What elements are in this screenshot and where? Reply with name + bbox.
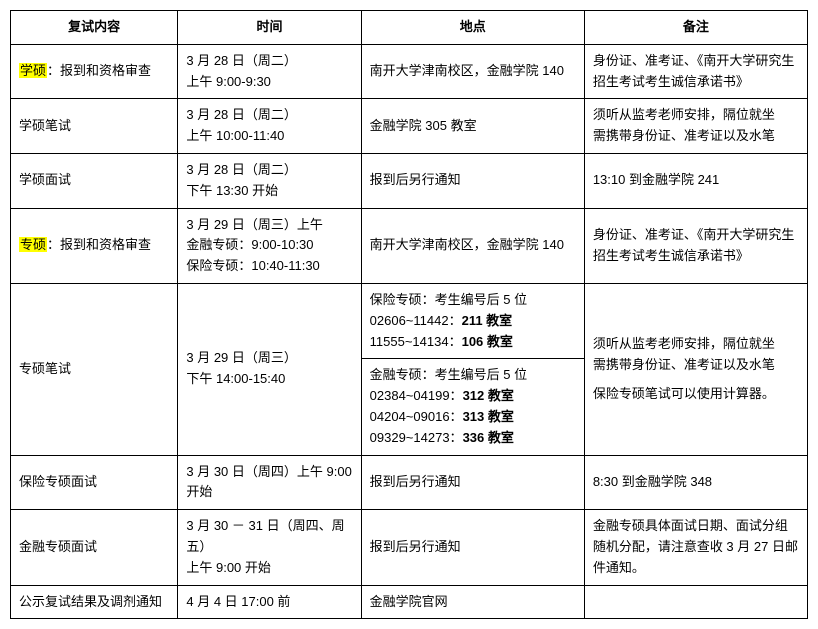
cell-note: 身份证、准考证、《南开大学研究生招生考试考生诚信承诺书》 <box>584 44 807 99</box>
table-row: 保险专硕面试 3 月 30 日（周四）上午 9:00 开始 报到后另行通知 8:… <box>11 455 808 510</box>
table-row: 公示复试结果及调剂通知 4 月 4 日 17:00 前 金融学院官网 <box>11 585 808 619</box>
cell-time: 3 月 28 日（周二） 下午 13:30 开始 <box>178 153 361 208</box>
cell-text: 04204~09016： <box>370 409 463 424</box>
cell-content: 专硕：报到和资格审查 <box>11 208 178 283</box>
bold-text: 312 教室 <box>463 388 514 403</box>
header-content: 复试内容 <box>11 11 178 45</box>
cell-location: 报到后另行通知 <box>361 153 584 208</box>
cell-location: 金融学院官网 <box>361 585 584 619</box>
cell-text: 02606~11442：211 教室 <box>370 311 576 332</box>
cell-text: 需携带身份证、准考证以及水笔 <box>593 126 799 147</box>
highlight-text: 学硕 <box>19 63 47 78</box>
cell-text: 上午 9:00 开始 <box>186 558 352 579</box>
cell-time: 3 月 28 日（周二） 上午 9:00-9:30 <box>178 44 361 99</box>
cell-content: 学硕面试 <box>11 153 178 208</box>
cell-location: 报到后另行通知 <box>361 455 584 510</box>
cell-location: 南开大学津南校区，金融学院 140 <box>361 44 584 99</box>
cell-text: 3 月 30 － 31 日（周四、周五） <box>186 516 352 558</box>
cell-time: 3 月 30 日（周四）上午 9:00 开始 <box>178 455 361 510</box>
cell-text: 02384~04199：312 教室 <box>370 386 576 407</box>
cell-note: 金融专硕具体面试日期、面试分组随机分配，请注意查收 3 月 27 日邮件通知。 <box>584 510 807 585</box>
cell-text: 下午 13:30 开始 <box>186 181 352 202</box>
cell-text: 3 月 29 日（周三）上午 <box>186 215 352 236</box>
cell-location: 报到后另行通知 <box>361 510 584 585</box>
table-row: 金融专硕面试 3 月 30 － 31 日（周四、周五） 上午 9:00 开始 报… <box>11 510 808 585</box>
cell-location: 金融学院 305 教室 <box>361 99 584 154</box>
cell-note <box>584 585 807 619</box>
cell-text: 11555~14134： <box>370 334 462 349</box>
cell-text: 3 月 28 日（周二） <box>186 160 352 181</box>
cell-text: 保险专硕：考生编号后 5 位 <box>370 290 576 311</box>
cell-text: 3 月 28 日（周二） <box>186 105 352 126</box>
cell-text: 保险专硕笔试可以使用计算器。 <box>593 384 799 405</box>
cell-note: 须听从监考老师安排，隔位就坐 需携带身份证、准考证以及水笔 保险专硕笔试可以使用… <box>584 283 807 455</box>
cell-note: 须听从监考老师安排，隔位就坐 需携带身份证、准考证以及水笔 <box>584 99 807 154</box>
cell-text: 金融专硕：9:00-10:30 <box>186 235 352 256</box>
bold-text: 336 教室 <box>463 430 514 445</box>
cell-time: 3 月 30 － 31 日（周四、周五） 上午 9:00 开始 <box>178 510 361 585</box>
cell-text: 下午 14:00-15:40 <box>186 369 352 390</box>
cell-text: 保险专硕：10:40-11:30 <box>186 256 352 277</box>
cell-time: 4 月 4 日 17:00 前 <box>178 585 361 619</box>
cell-note: 13:10 到金融学院 241 <box>584 153 807 208</box>
cell-text: 需携带身份证、准考证以及水笔 <box>593 355 799 376</box>
header-note: 备注 <box>584 11 807 45</box>
highlight-text: 专硕 <box>19 237 47 252</box>
cell-content: 学硕笔试 <box>11 99 178 154</box>
table-row: 学硕笔试 3 月 28 日（周二） 上午 10:00-11:40 金融学院 30… <box>11 99 808 154</box>
header-time: 时间 <box>178 11 361 45</box>
cell-text: 09329~14273： <box>370 430 463 445</box>
cell-note: 8:30 到金融学院 348 <box>584 455 807 510</box>
cell-text: 11555~14134：106 教室 <box>370 332 576 353</box>
cell-content: 金融专硕面试 <box>11 510 178 585</box>
cell-text: 04204~09016：313 教室 <box>370 407 576 428</box>
cell-text: 上午 10:00-11:40 <box>186 126 352 147</box>
cell-text: ：报到和资格审查 <box>47 63 151 78</box>
cell-location: 南开大学津南校区，金融学院 140 <box>361 208 584 283</box>
table-row: 专硕笔试 3 月 29 日（周三） 下午 14:00-15:40 保险专硕：考生… <box>11 283 808 358</box>
cell-text: 3 月 28 日（周二） <box>186 51 352 72</box>
bold-text: 313 教室 <box>463 409 514 424</box>
cell-text: 须听从监考老师安排，隔位就坐 <box>593 105 799 126</box>
cell-time: 3 月 29 日（周三）上午 金融专硕：9:00-10:30 保险专硕：10:4… <box>178 208 361 283</box>
cell-content: 专硕笔试 <box>11 283 178 455</box>
cell-text: 02606~11442： <box>370 313 462 328</box>
schedule-table: 复试内容 时间 地点 备注 学硕：报到和资格审查 3 月 28 日（周二） 上午… <box>10 10 808 619</box>
bold-text: 106 教室 <box>462 334 513 349</box>
table-header-row: 复试内容 时间 地点 备注 <box>11 11 808 45</box>
cell-text: 金融专硕：考生编号后 5 位 <box>370 365 576 386</box>
header-location: 地点 <box>361 11 584 45</box>
cell-content: 公示复试结果及调剂通知 <box>11 585 178 619</box>
cell-time: 3 月 29 日（周三） 下午 14:00-15:40 <box>178 283 361 455</box>
cell-text: ：报到和资格审查 <box>47 237 151 252</box>
table-row: 学硕面试 3 月 28 日（周二） 下午 13:30 开始 报到后另行通知 13… <box>11 153 808 208</box>
cell-content: 保险专硕面试 <box>11 455 178 510</box>
cell-location: 保险专硕：考生编号后 5 位 02606~11442：211 教室 11555~… <box>361 283 584 358</box>
cell-text: 02384~04199： <box>370 388 463 403</box>
cell-text: 上午 9:00-9:30 <box>186 72 352 93</box>
table-row: 学硕：报到和资格审查 3 月 28 日（周二） 上午 9:00-9:30 南开大… <box>11 44 808 99</box>
cell-location: 金融专硕：考生编号后 5 位 02384~04199：312 教室 04204~… <box>361 359 584 455</box>
cell-note: 身份证、准考证、《南开大学研究生招生考试考生诚信承诺书》 <box>584 208 807 283</box>
cell-content: 学硕：报到和资格审查 <box>11 44 178 99</box>
cell-text: 09329~14273：336 教室 <box>370 428 576 449</box>
table-row: 专硕：报到和资格审查 3 月 29 日（周三）上午 金融专硕：9:00-10:3… <box>11 208 808 283</box>
cell-text: 须听从监考老师安排，隔位就坐 <box>593 334 799 355</box>
cell-time: 3 月 28 日（周二） 上午 10:00-11:40 <box>178 99 361 154</box>
cell-text: 3 月 29 日（周三） <box>186 348 352 369</box>
bold-text: 211 教室 <box>462 313 513 328</box>
